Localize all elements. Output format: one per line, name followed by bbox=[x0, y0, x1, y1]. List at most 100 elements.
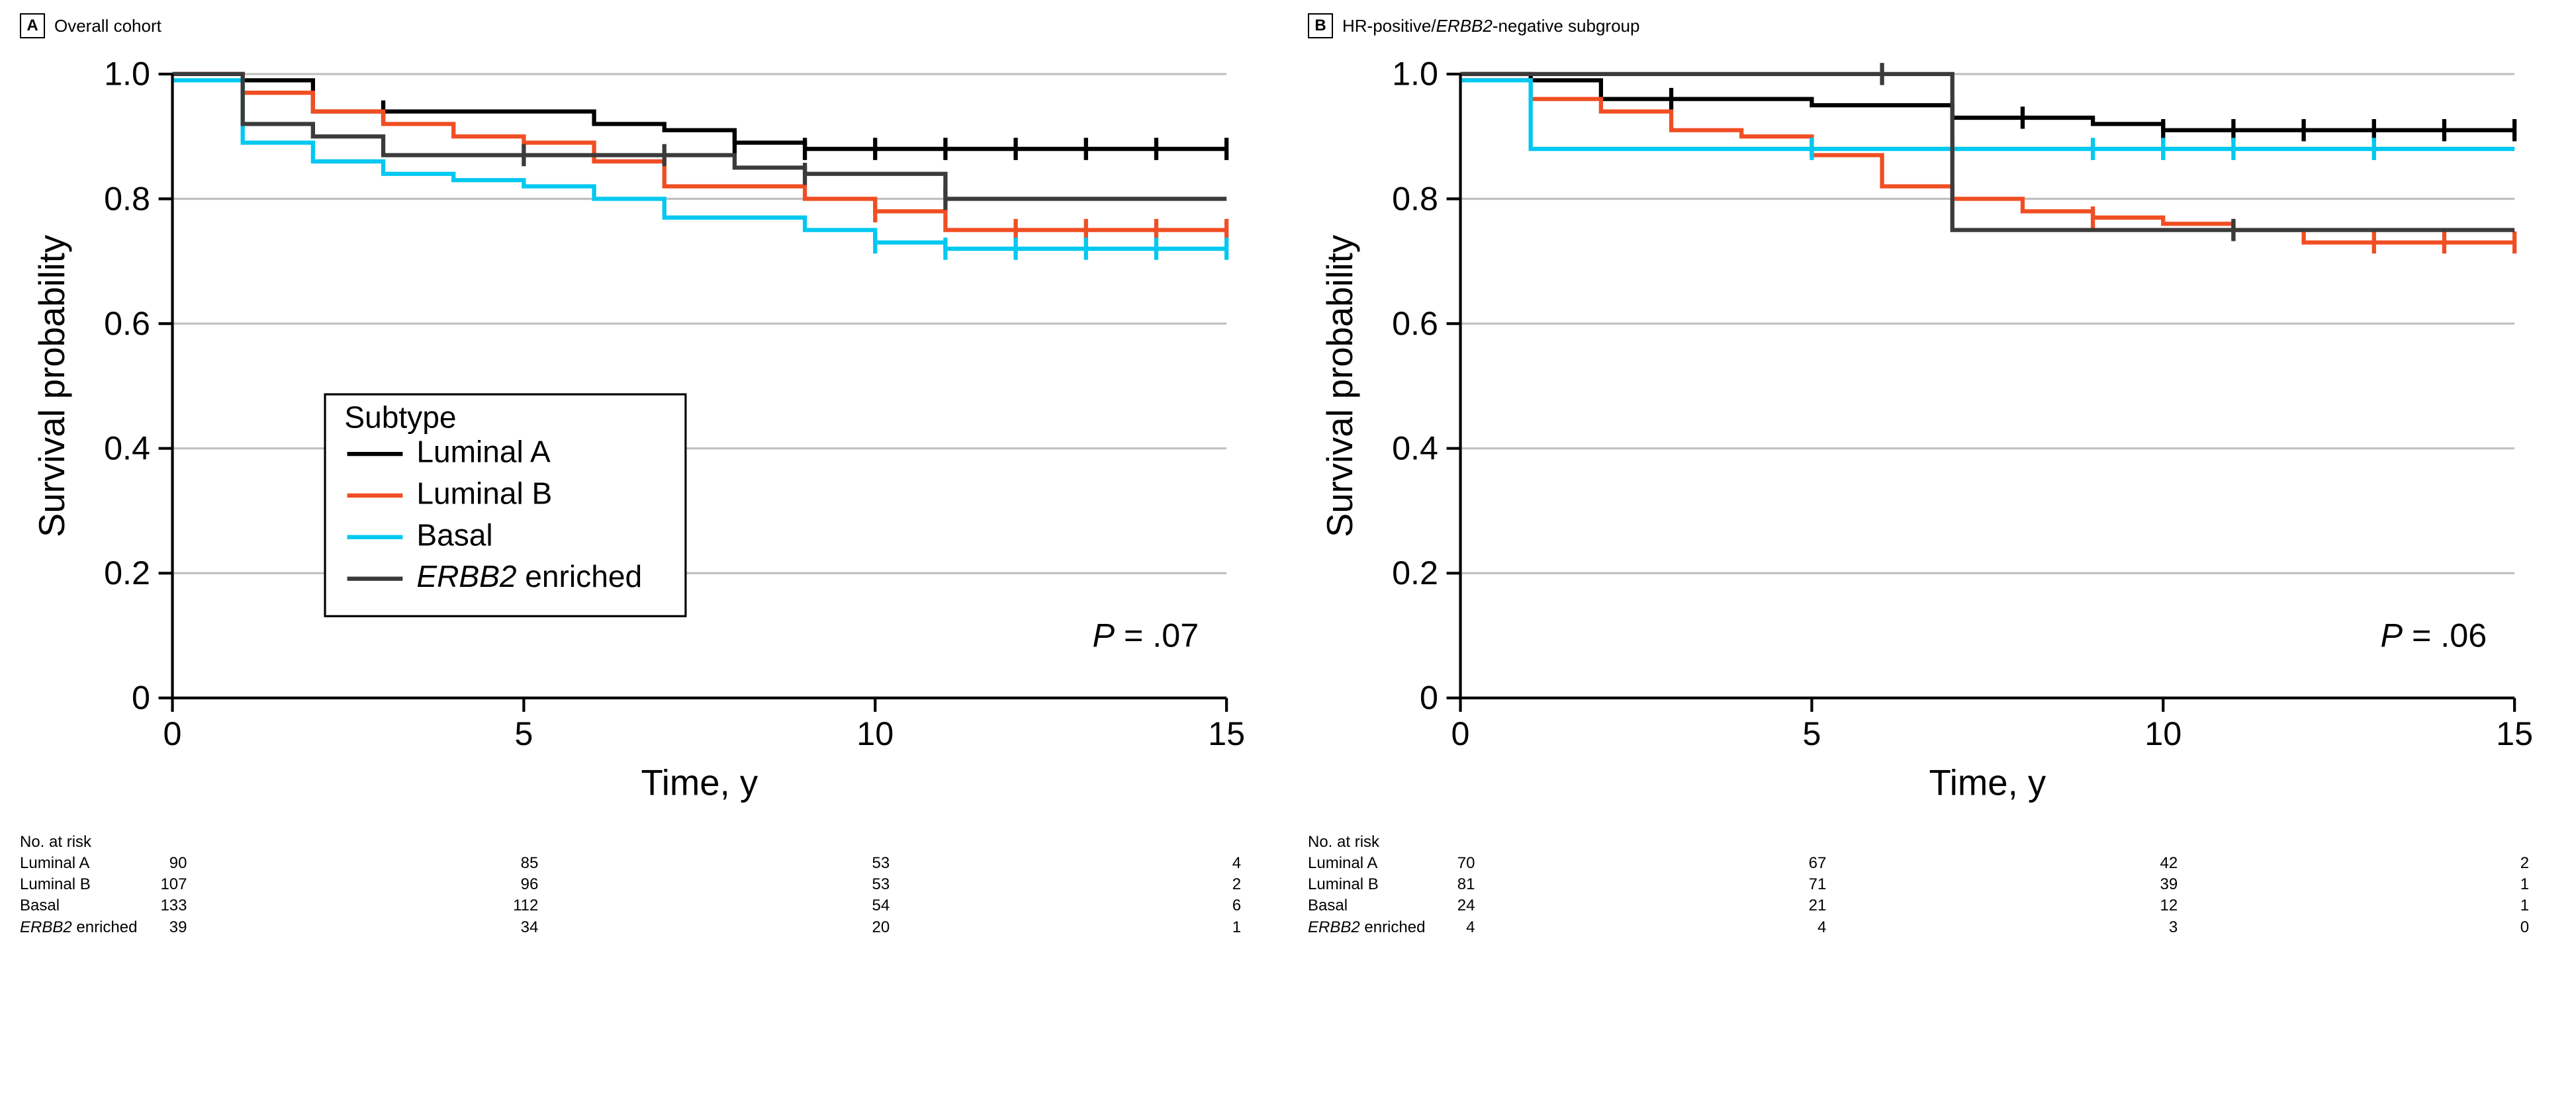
series-line bbox=[1461, 80, 2515, 149]
series-line bbox=[1461, 74, 2515, 130]
chart-area: 0 5 10 15 0 0.2 0.4 0.6 0.8 1.0 Time, y Survival pr… bbox=[20, 46, 1268, 826]
survival-chart: 0 5 10 15 0 0.2 0.4 0.6 0.8 1.0 Time, y Survival pr… bbox=[1308, 46, 2556, 823]
risk-row-label: Luminal A bbox=[20, 853, 139, 874]
risk-cell: 4 bbox=[1427, 917, 1475, 938]
x-axis-label: Time, y bbox=[641, 763, 759, 803]
risk-cell: 2 bbox=[2178, 853, 2529, 874]
series-line bbox=[173, 74, 1227, 199]
risk-header: No. at risk bbox=[20, 833, 1268, 852]
panel-b: BHR-positive/ERBB2-negative subgroup0510… bbox=[1308, 13, 2556, 938]
risk-cell: 34 bbox=[187, 917, 539, 938]
legend-label: ERBB2 enriched bbox=[416, 559, 642, 593]
chart-area: 0 5 10 15 0 0.2 0.4 0.6 0.8 1.0 Time, y Survival pr… bbox=[1308, 46, 2556, 826]
risk-cell: 1 bbox=[2178, 874, 2529, 895]
risk-cell: 53 bbox=[538, 853, 890, 874]
series-line bbox=[1461, 80, 2515, 242]
series-line bbox=[173, 80, 1227, 249]
risk-row: Luminal A7067422 bbox=[1308, 853, 2556, 874]
survival-chart: 0 5 10 15 0 0.2 0.4 0.6 0.8 1.0 Time, y Survival pr… bbox=[20, 46, 1268, 823]
risk-cell: 54 bbox=[538, 895, 890, 916]
x-tick-label: 5 bbox=[1802, 715, 1821, 752]
y-tick-label: 1.0 bbox=[104, 55, 150, 93]
panel-title: B HR-positive/ERBB2-negative subgroup bbox=[1308, 13, 2556, 38]
y-tick-label: 0.4 bbox=[104, 429, 150, 466]
risk-cell: 85 bbox=[187, 853, 539, 874]
risk-cell: 96 bbox=[187, 874, 539, 895]
risk-cell: 4 bbox=[890, 853, 1241, 874]
x-tick-label: 15 bbox=[1208, 715, 1245, 752]
risk-cell: 39 bbox=[139, 917, 187, 938]
risk-table: No. at risk Luminal A9085534 Luminal B10… bbox=[20, 833, 1268, 939]
risk-cell: 81 bbox=[1427, 874, 1475, 895]
risk-cell: 42 bbox=[1826, 853, 2178, 874]
y-axis-label: Survival probability bbox=[32, 234, 72, 537]
risk-cell: 20 bbox=[538, 917, 890, 938]
risk-row-label: Basal bbox=[20, 895, 139, 916]
risk-cell: 70 bbox=[1427, 853, 1475, 874]
panel-caption: HR-positive/ERBB2-negative subgroup bbox=[1342, 16, 1639, 36]
y-tick-label: 0.6 bbox=[104, 304, 150, 342]
y-tick-label: 0 bbox=[132, 679, 150, 717]
panel-caption: Overall cohort bbox=[54, 16, 161, 36]
risk-header: No. at risk bbox=[1308, 833, 2556, 852]
risk-cell: 67 bbox=[1475, 853, 1827, 874]
risk-cell: 112 bbox=[187, 895, 539, 916]
risk-row: Luminal A9085534 bbox=[20, 853, 1268, 874]
risk-cell: 90 bbox=[139, 853, 187, 874]
y-axis-label: Survival probability bbox=[1320, 234, 1360, 537]
risk-row-label: ERBB2 enriched bbox=[1308, 917, 1427, 938]
p-value: P = .06 bbox=[2380, 616, 2487, 654]
legend-label: Luminal B bbox=[416, 476, 552, 511]
y-tick-label: 0.6 bbox=[1392, 304, 1438, 342]
risk-cell: 12 bbox=[1826, 895, 2178, 916]
risk-row: ERBB2 enriched3934201 bbox=[20, 917, 1268, 938]
risk-table: No. at risk Luminal A7067422 Luminal B81… bbox=[1308, 833, 2556, 939]
x-tick-label: 10 bbox=[2144, 715, 2182, 752]
panel-letter: A bbox=[20, 13, 45, 38]
risk-cell: 2 bbox=[890, 874, 1241, 895]
risk-cell: 1 bbox=[890, 917, 1241, 938]
x-tick-label: 5 bbox=[514, 715, 533, 752]
legend-title: Subtype bbox=[344, 400, 456, 434]
risk-cell: 3 bbox=[1826, 917, 2178, 938]
risk-cell: 1 bbox=[2178, 895, 2529, 916]
risk-row: ERBB2 enriched4430 bbox=[1308, 917, 2556, 938]
x-tick-label: 0 bbox=[163, 715, 182, 752]
y-tick-label: 0.8 bbox=[1392, 179, 1438, 217]
y-tick-label: 0.2 bbox=[104, 554, 150, 592]
risk-cell: 39 bbox=[1826, 874, 2178, 895]
risk-cell: 133 bbox=[139, 895, 187, 916]
x-axis-label: Time, y bbox=[1929, 763, 2047, 803]
y-tick-label: 1.0 bbox=[1392, 55, 1438, 93]
y-tick-label: 0.2 bbox=[1392, 554, 1438, 592]
risk-row: Basal2421121 bbox=[1308, 895, 2556, 916]
series-line bbox=[173, 74, 1227, 230]
y-tick-label: 0.8 bbox=[104, 179, 150, 217]
legend-label: Basal bbox=[416, 517, 492, 552]
risk-row-label: Basal bbox=[1308, 895, 1427, 916]
x-tick-label: 15 bbox=[2496, 715, 2533, 752]
risk-row: Luminal B10796532 bbox=[20, 874, 1268, 895]
risk-row: Basal133112546 bbox=[20, 895, 1268, 916]
y-tick-label: 0 bbox=[1420, 679, 1438, 717]
risk-row-label: Luminal B bbox=[20, 874, 139, 895]
risk-cell: 107 bbox=[139, 874, 187, 895]
panel-letter: B bbox=[1308, 13, 1333, 38]
p-value: P = .07 bbox=[1092, 616, 1199, 654]
risk-row-label: Luminal B bbox=[1308, 874, 1427, 895]
y-tick-label: 0.4 bbox=[1392, 429, 1438, 466]
risk-cell: 0 bbox=[2178, 917, 2529, 938]
risk-cell: 4 bbox=[1475, 917, 1827, 938]
legend-label: Luminal A bbox=[416, 435, 551, 469]
risk-cell: 24 bbox=[1427, 895, 1475, 916]
panel-a: A Overall cohort 0 5 10 15 0 0.2 0.4 0.6 0.8 1.0 Tim… bbox=[20, 13, 1268, 938]
risk-cell: 21 bbox=[1475, 895, 1827, 916]
risk-row-label: ERBB2 enriched bbox=[20, 917, 139, 938]
risk-cell: 6 bbox=[890, 895, 1241, 916]
x-tick-label: 10 bbox=[856, 715, 894, 752]
risk-row: Luminal B8171391 bbox=[1308, 874, 2556, 895]
risk-cell: 71 bbox=[1475, 874, 1827, 895]
x-tick-label: 0 bbox=[1451, 715, 1470, 752]
panel-title: A Overall cohort bbox=[20, 13, 1268, 38]
risk-row-label: Luminal A bbox=[1308, 853, 1427, 874]
